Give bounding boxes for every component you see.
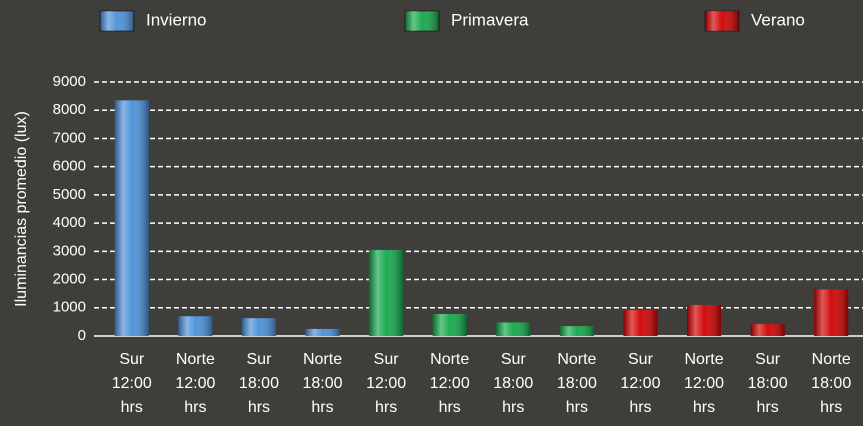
x-tick-label: Norte 18:00 hrs [556,351,597,416]
bar-shade [114,100,149,336]
y-tick-label: 6000 [53,158,86,175]
y-tick-label: 7000 [53,129,86,146]
y-tick-label: 8000 [53,101,86,118]
x-tick-label: Norte 12:00 hrs [684,351,725,416]
y-tick-label: 3000 [53,242,86,259]
bar-shade [369,249,404,336]
legend-swatch-shade [100,11,134,31]
y-tick-label: 5000 [53,186,86,203]
y-tick-label: 0 [78,327,86,344]
bar-shade [750,324,785,336]
bar-shade [178,316,213,336]
x-tick-label: Sur 12:00 hrs [620,351,661,416]
y-tick-label: 9000 [53,73,86,90]
y-tick-label: 2000 [53,271,86,288]
bar-shade [814,289,849,336]
y-axis-label: Iluminancias promedio (lux) [13,111,30,307]
bar-shade [305,328,340,336]
bar-shade [496,322,531,336]
legend-label: Invierno [146,10,206,29]
bar-shade [241,318,276,336]
x-tick-label: Sur 18:00 hrs [747,351,788,416]
y-tick-label: 1000 [53,299,86,316]
legend-swatch-shade [705,11,739,31]
x-tick-label: Sur 12:00 hrs [366,351,407,416]
x-tick-label: Norte 18:00 hrs [302,351,343,416]
legend-label: Verano [751,10,805,29]
x-tick-label: Norte 18:00 hrs [811,351,852,416]
x-tick-label: Sur 18:00 hrs [238,351,279,416]
bar-shade [432,313,467,336]
y-tick-label: 4000 [53,214,86,231]
x-tick-label: Sur 18:00 hrs [493,351,534,416]
x-tick-label: Norte 12:00 hrs [175,351,216,416]
legend-swatch-shade [405,11,439,31]
bar-shade [623,310,658,336]
x-tick-label: Norte 12:00 hrs [429,351,470,416]
x-tick-label: Sur 12:00 hrs [111,351,152,416]
bar-shade [559,326,594,336]
bar-shade [687,304,722,336]
legend-label: Primavera [451,10,529,29]
